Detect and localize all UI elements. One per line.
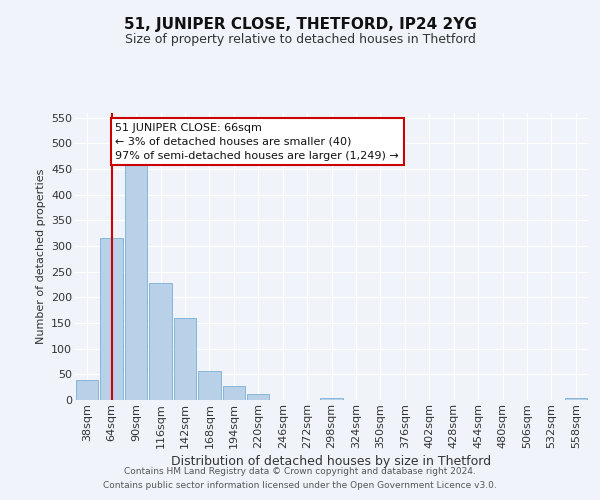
Bar [76, 380, 98, 400]
Text: Contains HM Land Registry data © Crown copyright and database right 2024.: Contains HM Land Registry data © Crown c… [124, 467, 476, 476]
Bar [198, 370, 221, 400]
X-axis label: Distribution of detached houses by size in Thetford: Distribution of detached houses by size … [172, 455, 491, 468]
Bar [125, 164, 148, 400]
Bar [565, 398, 587, 400]
Bar [100, 238, 123, 400]
Text: Size of property relative to detached houses in Thetford: Size of property relative to detached ho… [125, 32, 475, 46]
Text: Contains public sector information licensed under the Open Government Licence v3: Contains public sector information licen… [103, 481, 497, 490]
Text: 51 JUNIPER CLOSE: 66sqm
← 3% of detached houses are smaller (40)
97% of semi-det: 51 JUNIPER CLOSE: 66sqm ← 3% of detached… [115, 123, 399, 161]
Bar [320, 398, 343, 400]
Y-axis label: Number of detached properties: Number of detached properties [35, 168, 46, 344]
Bar [223, 386, 245, 400]
Bar [247, 394, 269, 400]
Bar [149, 283, 172, 400]
Text: 51, JUNIPER CLOSE, THETFORD, IP24 2YG: 51, JUNIPER CLOSE, THETFORD, IP24 2YG [124, 18, 476, 32]
Bar [173, 318, 196, 400]
